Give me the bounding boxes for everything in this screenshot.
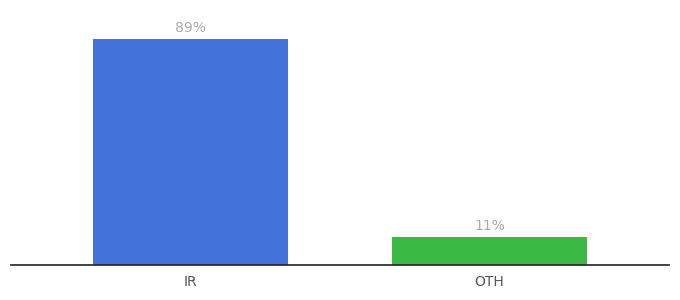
Text: 11%: 11% bbox=[474, 219, 505, 233]
Bar bbox=[392, 237, 587, 265]
Bar bbox=[93, 39, 288, 265]
Text: 89%: 89% bbox=[175, 21, 206, 35]
